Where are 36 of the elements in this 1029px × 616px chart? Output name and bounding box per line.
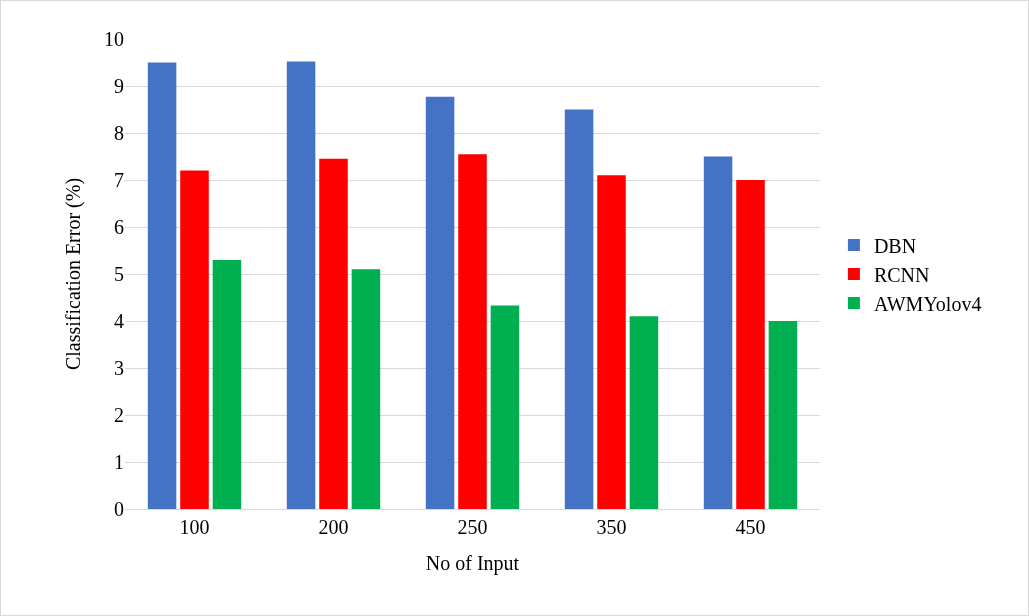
bar xyxy=(703,156,733,509)
x-tick-label: 250 xyxy=(457,516,488,538)
x-tick-label: 350 xyxy=(596,516,627,538)
x-tick-label: 100 xyxy=(179,516,210,538)
bar xyxy=(425,96,455,509)
bar xyxy=(286,61,316,509)
bar xyxy=(212,259,242,509)
bar xyxy=(319,158,348,509)
y-tick-label: 5 xyxy=(114,263,124,285)
legend-label: DBN xyxy=(873,234,917,257)
y-tick-label: 6 xyxy=(114,216,124,238)
x-tick-label: 450 xyxy=(735,516,766,538)
bar xyxy=(629,316,659,509)
bar xyxy=(736,180,765,509)
bar xyxy=(597,175,626,509)
bar xyxy=(564,109,594,509)
x-tick-label: 200 xyxy=(318,516,349,538)
y-tick-label: 1 xyxy=(114,451,124,473)
y-tick-label: 9 xyxy=(114,75,124,97)
legend-label: RCNN xyxy=(873,263,930,286)
y-tick-label: 0 xyxy=(114,498,124,520)
y-tick-label: 10 xyxy=(104,28,124,50)
x-axis-title: No of Input xyxy=(425,551,520,575)
legend-label: AWMYolov4 xyxy=(873,292,982,315)
y-tick-label: 2 xyxy=(114,404,124,426)
bar xyxy=(458,154,487,509)
bar xyxy=(768,321,798,509)
y-tick-label: 4 xyxy=(114,310,124,332)
y-axis-title: Classification Error (%) xyxy=(61,177,85,371)
bar xyxy=(490,305,520,509)
bar xyxy=(351,269,381,509)
bar xyxy=(180,170,209,509)
bar xyxy=(147,62,177,509)
y-tick-label: 3 xyxy=(114,357,124,379)
y-tick-label: 8 xyxy=(114,122,124,144)
y-tick-label: 7 xyxy=(114,169,124,191)
